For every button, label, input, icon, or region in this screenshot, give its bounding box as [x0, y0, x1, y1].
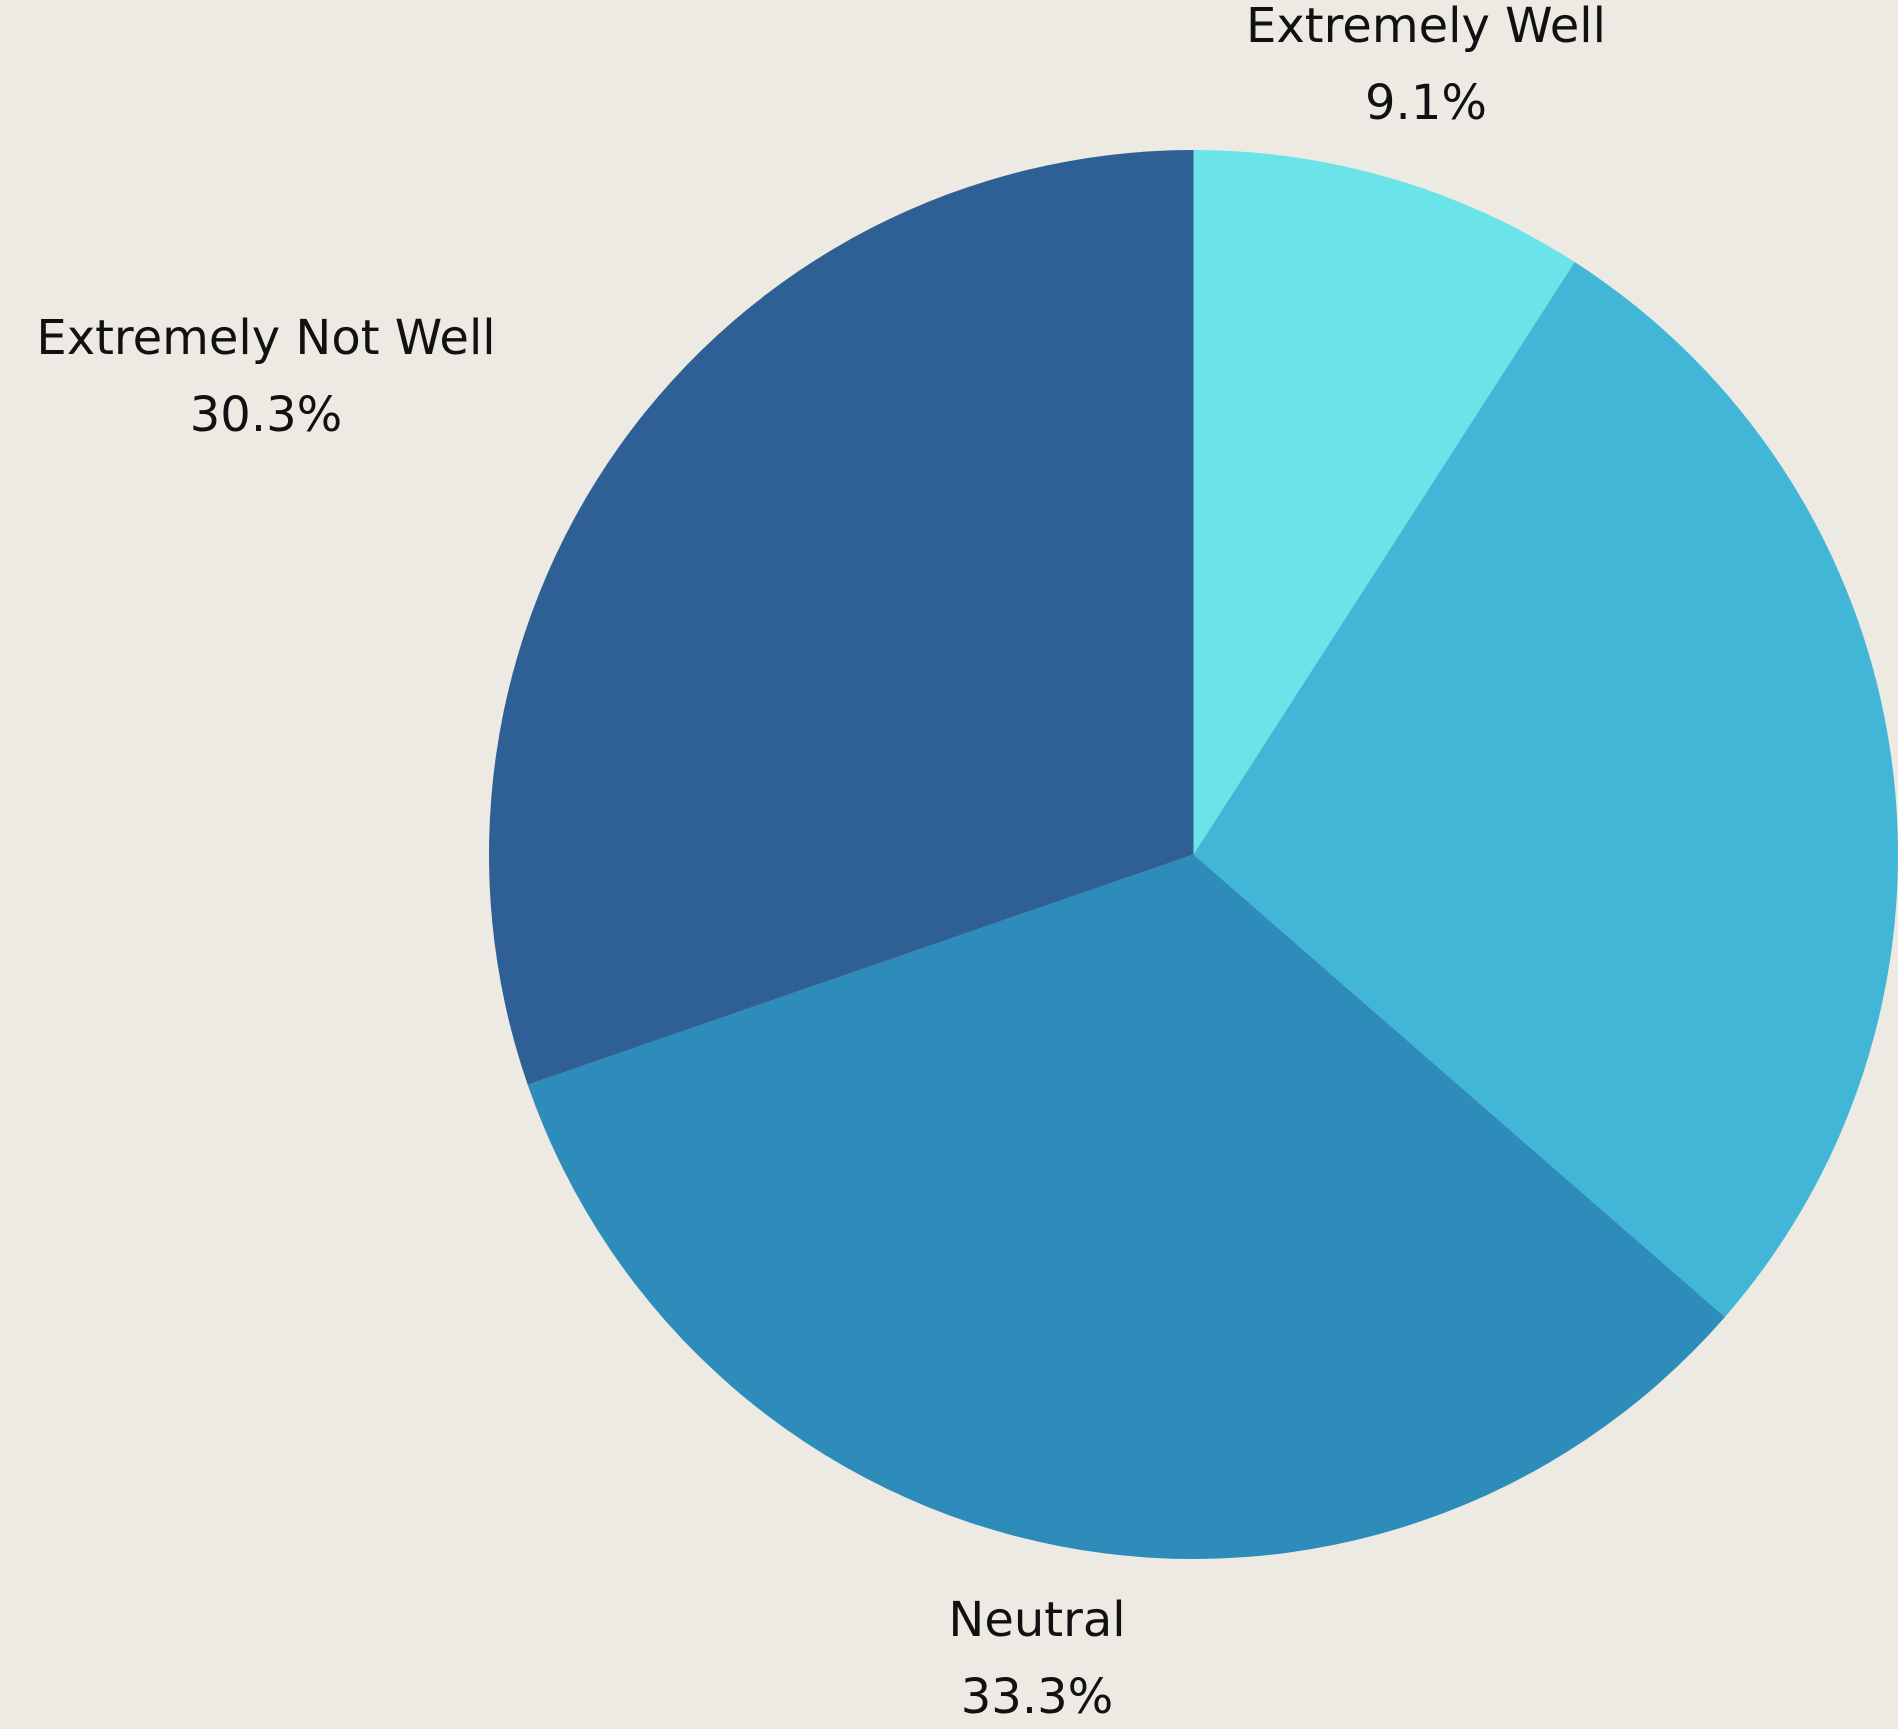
- pie-slice: [1193, 150, 1575, 855]
- slice-value-label: 33.3%: [961, 1669, 1113, 1725]
- slice-value-label: 9.1%: [1365, 75, 1487, 131]
- pie-slice: [527, 854, 1725, 1560]
- pie-slice: [1193, 262, 1898, 1318]
- slice-value-label: 30.3%: [190, 387, 342, 443]
- slice-label: Extremely Well: [1246, 0, 1606, 54]
- slice-label: Extremely Not Well: [36, 310, 495, 366]
- slice-label: Neutral: [948, 1592, 1125, 1648]
- pie-slice: [488, 150, 1194, 1085]
